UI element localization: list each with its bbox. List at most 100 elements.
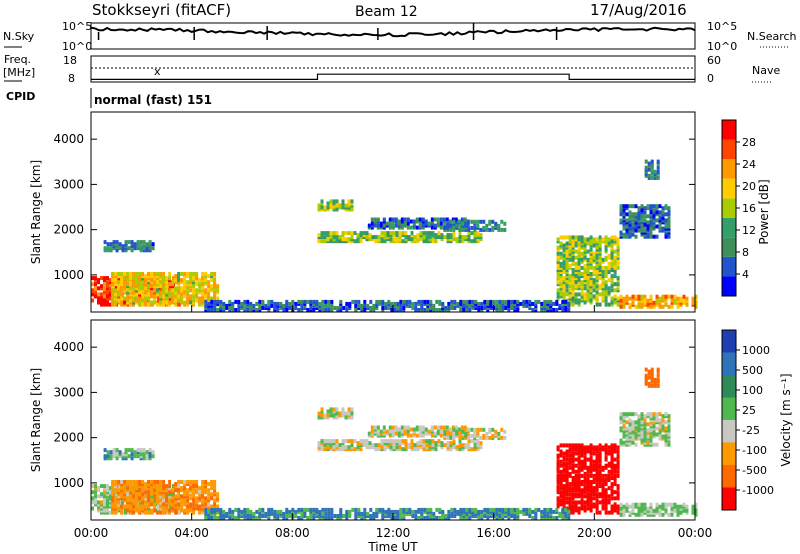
velocity-cell xyxy=(455,431,459,436)
velocity-cell xyxy=(130,456,134,461)
power-cell xyxy=(628,296,632,301)
velocity-cell xyxy=(338,443,342,448)
power-cell xyxy=(329,235,333,240)
power-cell xyxy=(661,294,665,299)
velocity-cell xyxy=(103,502,106,507)
power-cell xyxy=(153,300,157,305)
velocity-cell xyxy=(109,504,112,509)
power-cell xyxy=(649,294,653,299)
velocity-cell xyxy=(443,443,447,448)
power-cell xyxy=(601,296,605,301)
velocity-cell xyxy=(246,514,250,518)
power-cell xyxy=(159,272,163,276)
power-cell xyxy=(592,270,596,274)
power-cell xyxy=(109,278,112,283)
velocity-cell xyxy=(228,507,232,512)
power-cell xyxy=(658,210,662,215)
velocity-cell xyxy=(189,504,193,509)
velocity-cell xyxy=(153,488,157,493)
velocity-cell xyxy=(132,494,136,499)
velocity-cell xyxy=(607,510,611,515)
x-axis: 00:00 04:00 08:00 12:00 16:00 20:00 00:00 xyxy=(74,305,712,540)
velocity-cell xyxy=(394,425,398,430)
velocity-cell xyxy=(661,502,665,507)
velocity-cell xyxy=(595,498,599,503)
power-cell xyxy=(625,222,629,227)
power-cell xyxy=(148,240,152,245)
velocity-cell xyxy=(127,510,130,515)
velocity-cell xyxy=(604,478,608,482)
power-cell xyxy=(111,274,115,279)
velocity-cell xyxy=(494,429,498,434)
velocity-cell xyxy=(682,508,686,513)
velocity-cell xyxy=(354,507,358,512)
power-cell xyxy=(610,302,614,307)
power-cell xyxy=(192,272,196,276)
velocity-cell xyxy=(410,439,414,444)
power-cell xyxy=(357,299,361,304)
power-cell xyxy=(556,294,560,299)
power-cell xyxy=(634,212,638,217)
velocity-cell xyxy=(625,502,629,507)
power-cell xyxy=(369,306,373,310)
power-cell xyxy=(610,235,614,240)
power-cell xyxy=(118,242,122,247)
power-cell xyxy=(556,280,560,285)
velocity-cell xyxy=(653,383,657,388)
power-cell xyxy=(546,299,550,304)
power-cell xyxy=(138,272,142,276)
velocity-cell xyxy=(598,465,602,470)
velocity-cell xyxy=(371,443,375,448)
velocity-cell xyxy=(622,430,626,435)
velocity-cell xyxy=(347,445,351,450)
power-cell xyxy=(323,239,327,244)
power-cell xyxy=(467,227,471,232)
velocity-cell xyxy=(417,507,421,512)
power-cell xyxy=(329,237,333,242)
power-cell xyxy=(598,261,602,266)
power-cell xyxy=(440,233,444,238)
power-cell xyxy=(186,302,190,307)
velocity-cell xyxy=(282,511,286,516)
power-cell xyxy=(407,237,411,242)
velocity-cell xyxy=(613,443,617,448)
power-cell xyxy=(144,278,148,283)
power-cell xyxy=(598,255,602,260)
velocity-cell xyxy=(323,439,327,444)
velocity-cell xyxy=(607,461,611,466)
power-cell xyxy=(145,248,149,253)
power-cell xyxy=(404,231,408,236)
power-cell xyxy=(453,306,457,310)
power-cell xyxy=(664,218,668,223)
velocity-cell xyxy=(461,445,465,450)
power-cell xyxy=(610,257,614,262)
power-cell xyxy=(577,253,581,258)
velocity-cell xyxy=(461,429,465,434)
velocity-cell xyxy=(174,510,178,515)
noise-left-tick-top: 10^5 xyxy=(62,20,92,33)
power-cell xyxy=(431,231,435,236)
power-cell xyxy=(210,286,214,291)
power-cell xyxy=(601,290,605,295)
power-cell xyxy=(426,299,430,304)
velocity-cell xyxy=(476,445,480,450)
velocity-cell xyxy=(577,455,581,460)
power-cell xyxy=(189,288,193,293)
velocity-cell xyxy=(145,454,149,459)
velocity-cell xyxy=(592,445,596,450)
velocity-cell xyxy=(513,507,517,512)
velocity-cell xyxy=(649,418,653,423)
power-cell xyxy=(240,306,244,310)
velocity-cell xyxy=(649,428,653,433)
velocity-cell xyxy=(159,504,163,509)
power-cell xyxy=(568,284,572,289)
velocity-cell xyxy=(374,447,378,452)
power-cell xyxy=(192,286,196,291)
power-cell xyxy=(183,280,187,285)
velocity-cell xyxy=(619,440,623,445)
power-cell xyxy=(97,286,100,291)
power-cell xyxy=(129,298,133,303)
velocity-cell xyxy=(144,490,148,495)
velocity-cell xyxy=(473,427,477,432)
velocity-cell xyxy=(583,504,587,509)
